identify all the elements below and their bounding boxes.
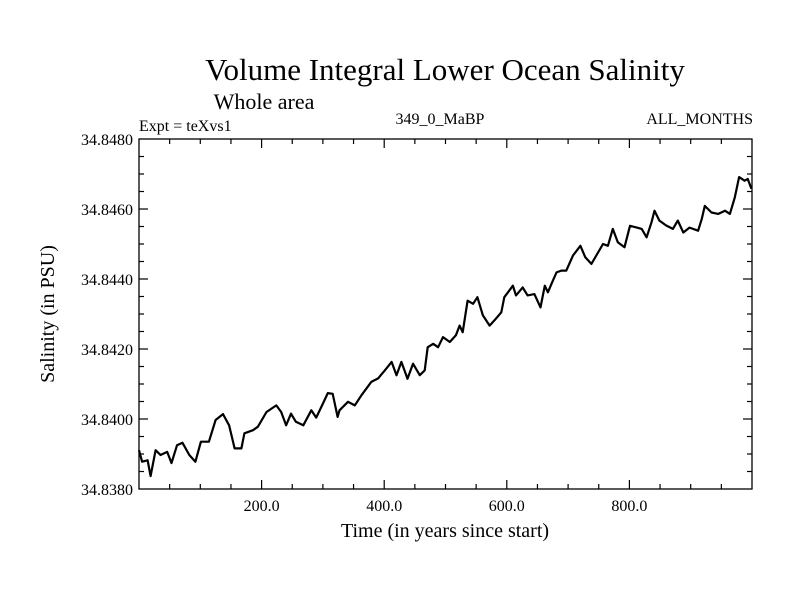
x-tick-label: 200.0 <box>244 498 280 515</box>
chart-title: Volume Integral Lower Ocean Salinity <box>205 52 685 87</box>
experiment-label: Expt = teXvs1 <box>139 118 232 135</box>
y-tick-label: 34.8380 <box>81 482 133 499</box>
x-axis-label: Time (in years since start) <box>341 520 549 542</box>
plot-frame <box>138 138 753 490</box>
y-axis-label: Salinity (in PSU) <box>37 245 59 383</box>
series-group <box>137 176 753 478</box>
y-tick-label: 34.8480 <box>81 132 133 149</box>
months-label: ALL_MONTHS <box>646 111 753 128</box>
x-tick-label: 800.0 <box>611 498 647 515</box>
y-tick-label: 34.8420 <box>81 342 133 359</box>
tick-labels: 200.0 400.0 600.0 800.0 34.8380 34.8400 34.842… <box>81 132 647 515</box>
y-tick-label: 34.8440 <box>81 272 133 289</box>
y-tick-label: 34.8460 <box>81 202 133 219</box>
period-label: 349_0_MaBP <box>396 111 485 128</box>
x-tick-label: 600.0 <box>489 498 525 515</box>
axis-ticks <box>139 139 752 489</box>
series-line-salinity <box>137 176 753 478</box>
chart-subtitle: Whole area <box>214 89 315 114</box>
y-tick-label: 34.8400 <box>81 412 133 429</box>
x-tick-label: 400.0 <box>366 498 402 515</box>
